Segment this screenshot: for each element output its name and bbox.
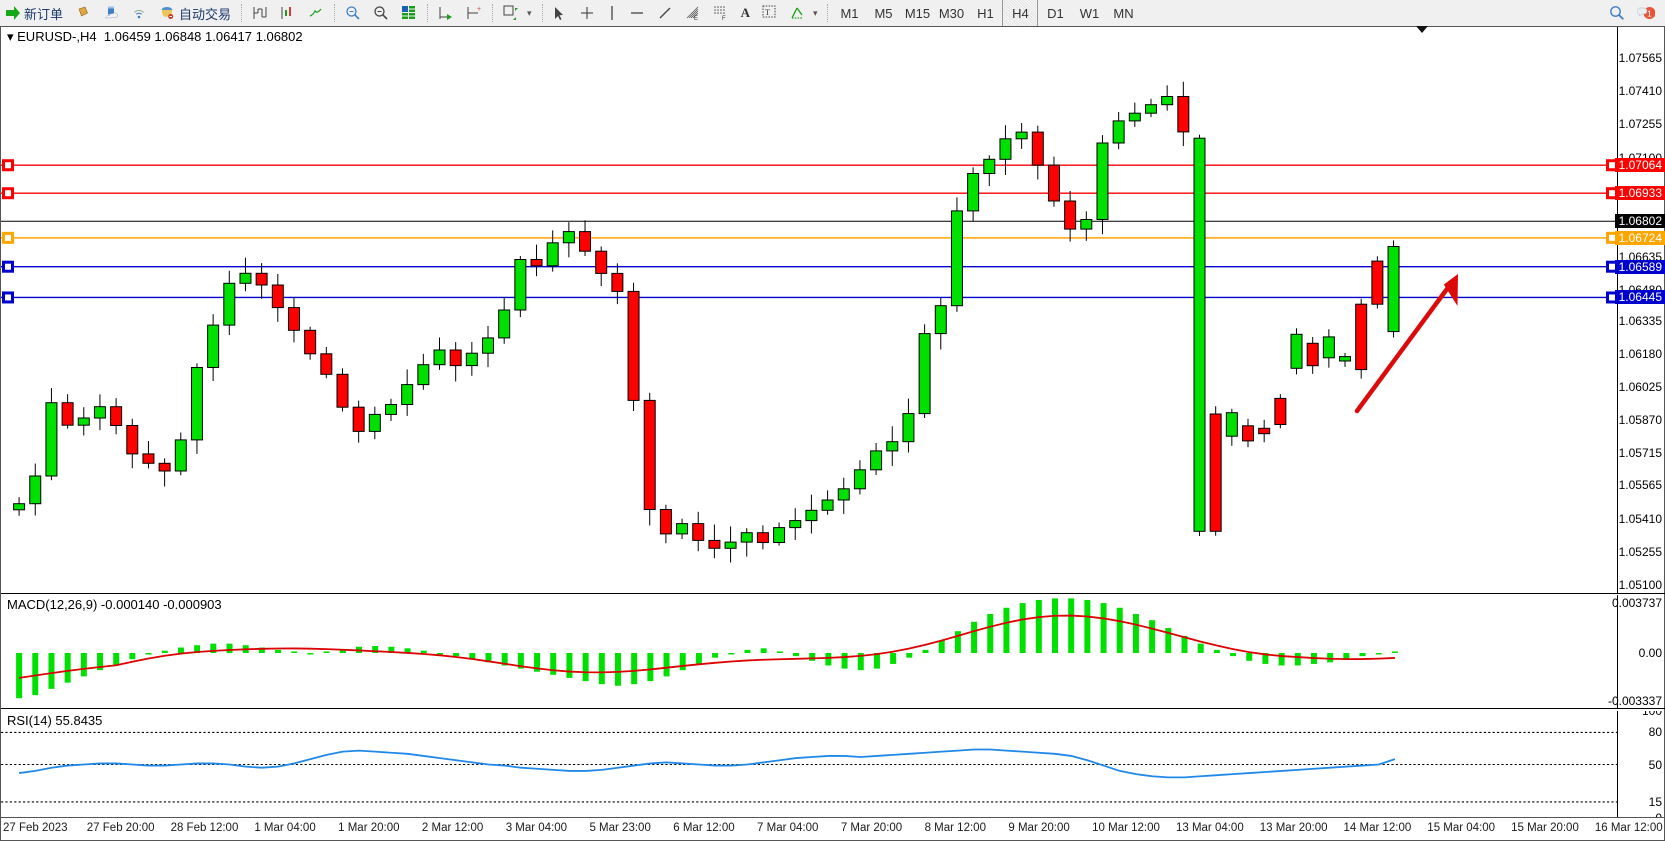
svg-text:1: 1 (1647, 8, 1652, 18)
svg-text:E: E (694, 16, 698, 21)
svg-text:+: + (477, 6, 481, 13)
svg-text:F: F (722, 16, 726, 21)
svg-text:T: T (765, 8, 770, 17)
